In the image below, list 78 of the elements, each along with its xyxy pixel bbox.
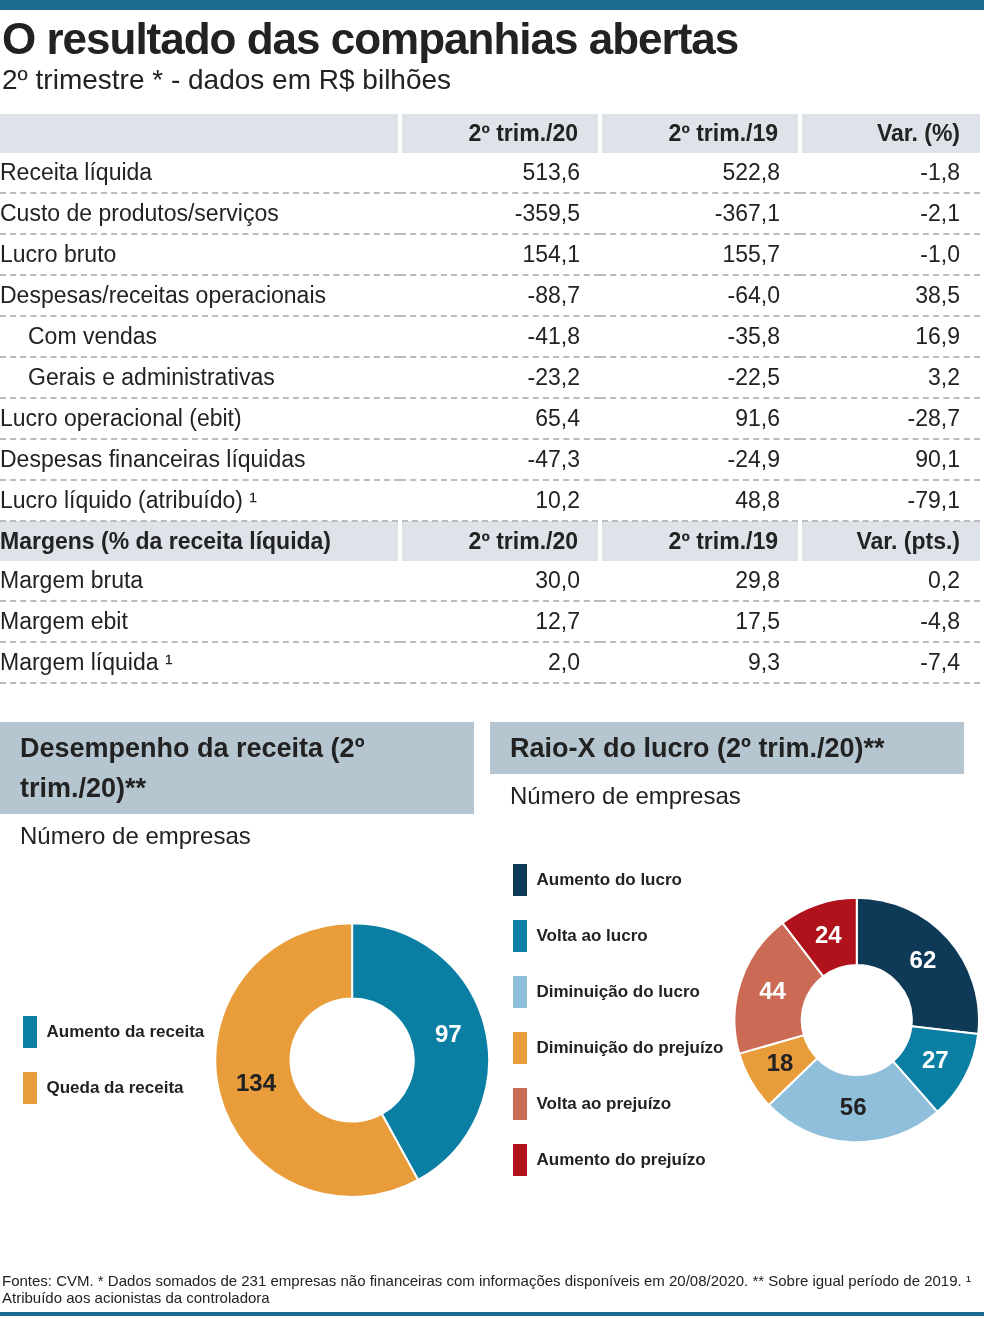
text: -2,1	[800, 193, 980, 234]
text: 65,4	[400, 398, 600, 439]
text: Custo de produtos/serviços	[0, 193, 400, 234]
text: O resultado das companhias abertas	[2, 14, 740, 64]
text: 513,6	[400, 153, 600, 193]
text: 154,1	[400, 234, 600, 275]
text: Gerais e administrativas	[0, 357, 400, 398]
data-label: 62	[909, 945, 937, 973]
text: -4,8	[800, 601, 980, 642]
text: -88,7	[400, 275, 600, 316]
legend-label: Diminuição do lucro	[536, 981, 700, 1001]
text: 2º trim./20	[400, 521, 600, 561]
chart-subtitle: Número de empresas	[20, 822, 252, 850]
data-label: 27	[921, 1045, 949, 1073]
legend-label: Diminuição do prejuízo	[536, 1037, 724, 1057]
text: -7,4	[800, 642, 980, 683]
text: 522,8	[600, 153, 800, 193]
text: 2º trimestre * - dados em R$ bilhões	[2, 64, 453, 96]
legend-label: Queda da receita	[46, 1077, 185, 1097]
text: 2,0	[400, 642, 600, 683]
text: Com vendas	[0, 316, 400, 357]
data-label: 97	[434, 1019, 462, 1047]
data-label: 44	[759, 976, 787, 1004]
text: -23,2	[400, 357, 600, 398]
text: Lucro bruto	[0, 234, 400, 275]
text: Margem bruta	[0, 561, 400, 601]
data-label: 24	[814, 920, 843, 948]
text: Var. (pts.)	[800, 521, 980, 561]
data-label: 134	[236, 1069, 277, 1097]
text: -22,5	[600, 357, 800, 398]
text: Fontes: CVM. * Dados somados de 231 empresas não financeiras com informações disponíveis em 20/08/2020. ** Sobre igual período de 2019. ¹ Atribuído aos acionistas da controladora	[2, 1272, 972, 1306]
legend-label: Aumento do prejuízo	[536, 1149, 706, 1169]
text: -367,1	[600, 193, 800, 234]
text: -359,5	[400, 193, 600, 234]
text: -1,0	[800, 234, 980, 275]
legend-label: Aumento da receita	[46, 1021, 205, 1041]
text: -28,7	[800, 398, 980, 439]
text: 12,7	[400, 601, 600, 642]
text: 2º trim./20	[400, 114, 600, 153]
text: Despesas/receitas operacionais	[0, 275, 400, 316]
legend-label: Volta ao prejuízo	[536, 1093, 672, 1113]
text: 10,2	[400, 480, 600, 521]
text: -79,1	[800, 480, 980, 521]
text: -24,9	[600, 439, 800, 480]
text: 155,7	[600, 234, 800, 275]
legend-label: Volta ao lucro	[536, 925, 648, 945]
text: Margem líquida ¹	[0, 642, 400, 683]
text: 9,3	[600, 642, 800, 683]
text: Margem ebit	[0, 601, 400, 642]
legend-label: Aumento do lucro	[536, 869, 682, 889]
text: Receita líquida	[0, 153, 400, 193]
text: Despesas financeiras líquidas	[0, 439, 400, 480]
text: -35,8	[600, 316, 800, 357]
text: 90,1	[800, 439, 980, 480]
data-label: 18	[766, 1048, 794, 1076]
text: -41,8	[400, 316, 600, 357]
text: 0,2	[800, 561, 980, 601]
data-label: 56	[839, 1093, 867, 1121]
text: 91,6	[600, 398, 800, 439]
text: Lucro líquido (atribuído) ¹	[0, 480, 400, 521]
text: Var. (%)	[800, 114, 980, 153]
text: -64,0	[600, 275, 800, 316]
text: 3,2	[800, 357, 980, 398]
text: 2º trim./19	[600, 114, 800, 153]
text: -47,3	[400, 439, 600, 480]
chart-subtitle: Número de empresas	[510, 782, 742, 810]
text: 2º trim./19	[600, 521, 800, 561]
text: Lucro operacional (ebit)	[0, 398, 400, 439]
text: -1,8	[800, 153, 980, 193]
text: 29,8	[600, 561, 800, 601]
text: 38,5	[800, 275, 980, 316]
chart-title: Raio-X do lucro (2º trim./20)**	[490, 722, 964, 774]
chart-title: Desempenho da receita (2º trim./20)**	[0, 722, 474, 814]
text: Margens (% da receita líquida)	[0, 521, 400, 561]
text: 30,0	[400, 561, 600, 601]
text: 17,5	[600, 601, 800, 642]
text: 48,8	[600, 480, 800, 521]
text: 16,9	[800, 316, 980, 357]
